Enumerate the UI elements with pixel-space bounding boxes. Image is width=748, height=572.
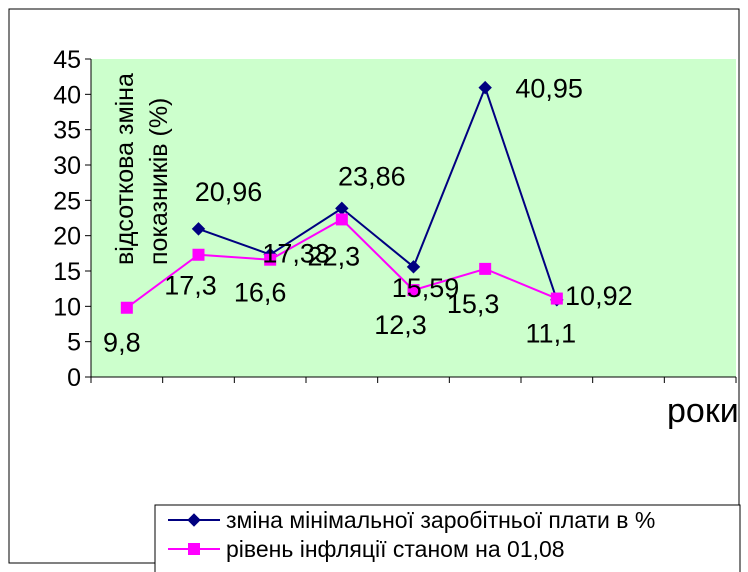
data-label: 10,92: [565, 281, 633, 311]
x-axis-title: роки: [667, 392, 739, 430]
data-point-diamond: [187, 513, 201, 527]
data-label: 15,3: [447, 289, 500, 319]
data-label: 17,3: [164, 271, 217, 301]
data-point-square: [335, 213, 348, 226]
data-label: 16,6: [234, 278, 287, 308]
axes: 0 5 10 15 20 25 30 35 40 45: [53, 46, 737, 392]
data-label: 20,96: [195, 177, 263, 207]
data-point-square: [120, 301, 133, 314]
data-point-square: [192, 248, 205, 261]
series-2: [120, 213, 563, 314]
y-axis-title: відсоткова зміна показників (%): [111, 73, 173, 265]
data-label: 9,8: [103, 328, 141, 358]
series-layer: [120, 80, 564, 314]
y-tick-label: 35: [53, 117, 81, 145]
y-tick-label: 10: [53, 293, 81, 321]
data-point-diamond: [191, 222, 206, 236]
y-tick-label: 15: [53, 258, 81, 286]
y-tick-label: 30: [53, 152, 81, 180]
data-label: 11,1: [526, 319, 577, 349]
legend: зміна мінімальної заробітньої плати в % р…: [154, 504, 741, 572]
y-tick-label: 5: [67, 329, 81, 357]
data-label: 12,3: [374, 310, 427, 340]
data-label: 15,59: [392, 273, 460, 303]
data-point-square: [407, 284, 420, 297]
data-point-square: [264, 253, 277, 266]
data-point-diamond: [478, 80, 492, 95]
y-tick-label: 0: [67, 364, 81, 392]
data-point-diamond: [406, 260, 421, 274]
data-label: 23,86: [338, 161, 406, 191]
y-tick-label: 45: [53, 46, 81, 74]
y-tick-label: 40: [53, 81, 81, 109]
legend-label: зміна мінімальної заробітньої плати в %: [226, 507, 655, 533]
legend-box: [154, 504, 741, 572]
y-tick-label: 25: [53, 187, 81, 215]
y-tick-label: 20: [53, 223, 81, 251]
y-axis-title-line: показників (%): [145, 98, 173, 265]
data-labels: 20,96 17,33 23,86 15,59 40,95 10,92 9,8 17,3 16,…: [103, 74, 633, 358]
legend-label: рівень інфляції станом на 01,08: [226, 536, 565, 562]
plot-area: [91, 59, 736, 377]
data-point-square: [188, 543, 200, 555]
series-line: [198, 84, 558, 301]
data-point-square: [479, 262, 492, 275]
y-axis-title-line: відсоткова зміна: [111, 73, 139, 265]
data-label: 40,95: [515, 74, 583, 104]
data-label: 22,3: [308, 241, 361, 271]
data-point-square: [550, 292, 563, 305]
data-label: 17,33: [262, 239, 330, 269]
